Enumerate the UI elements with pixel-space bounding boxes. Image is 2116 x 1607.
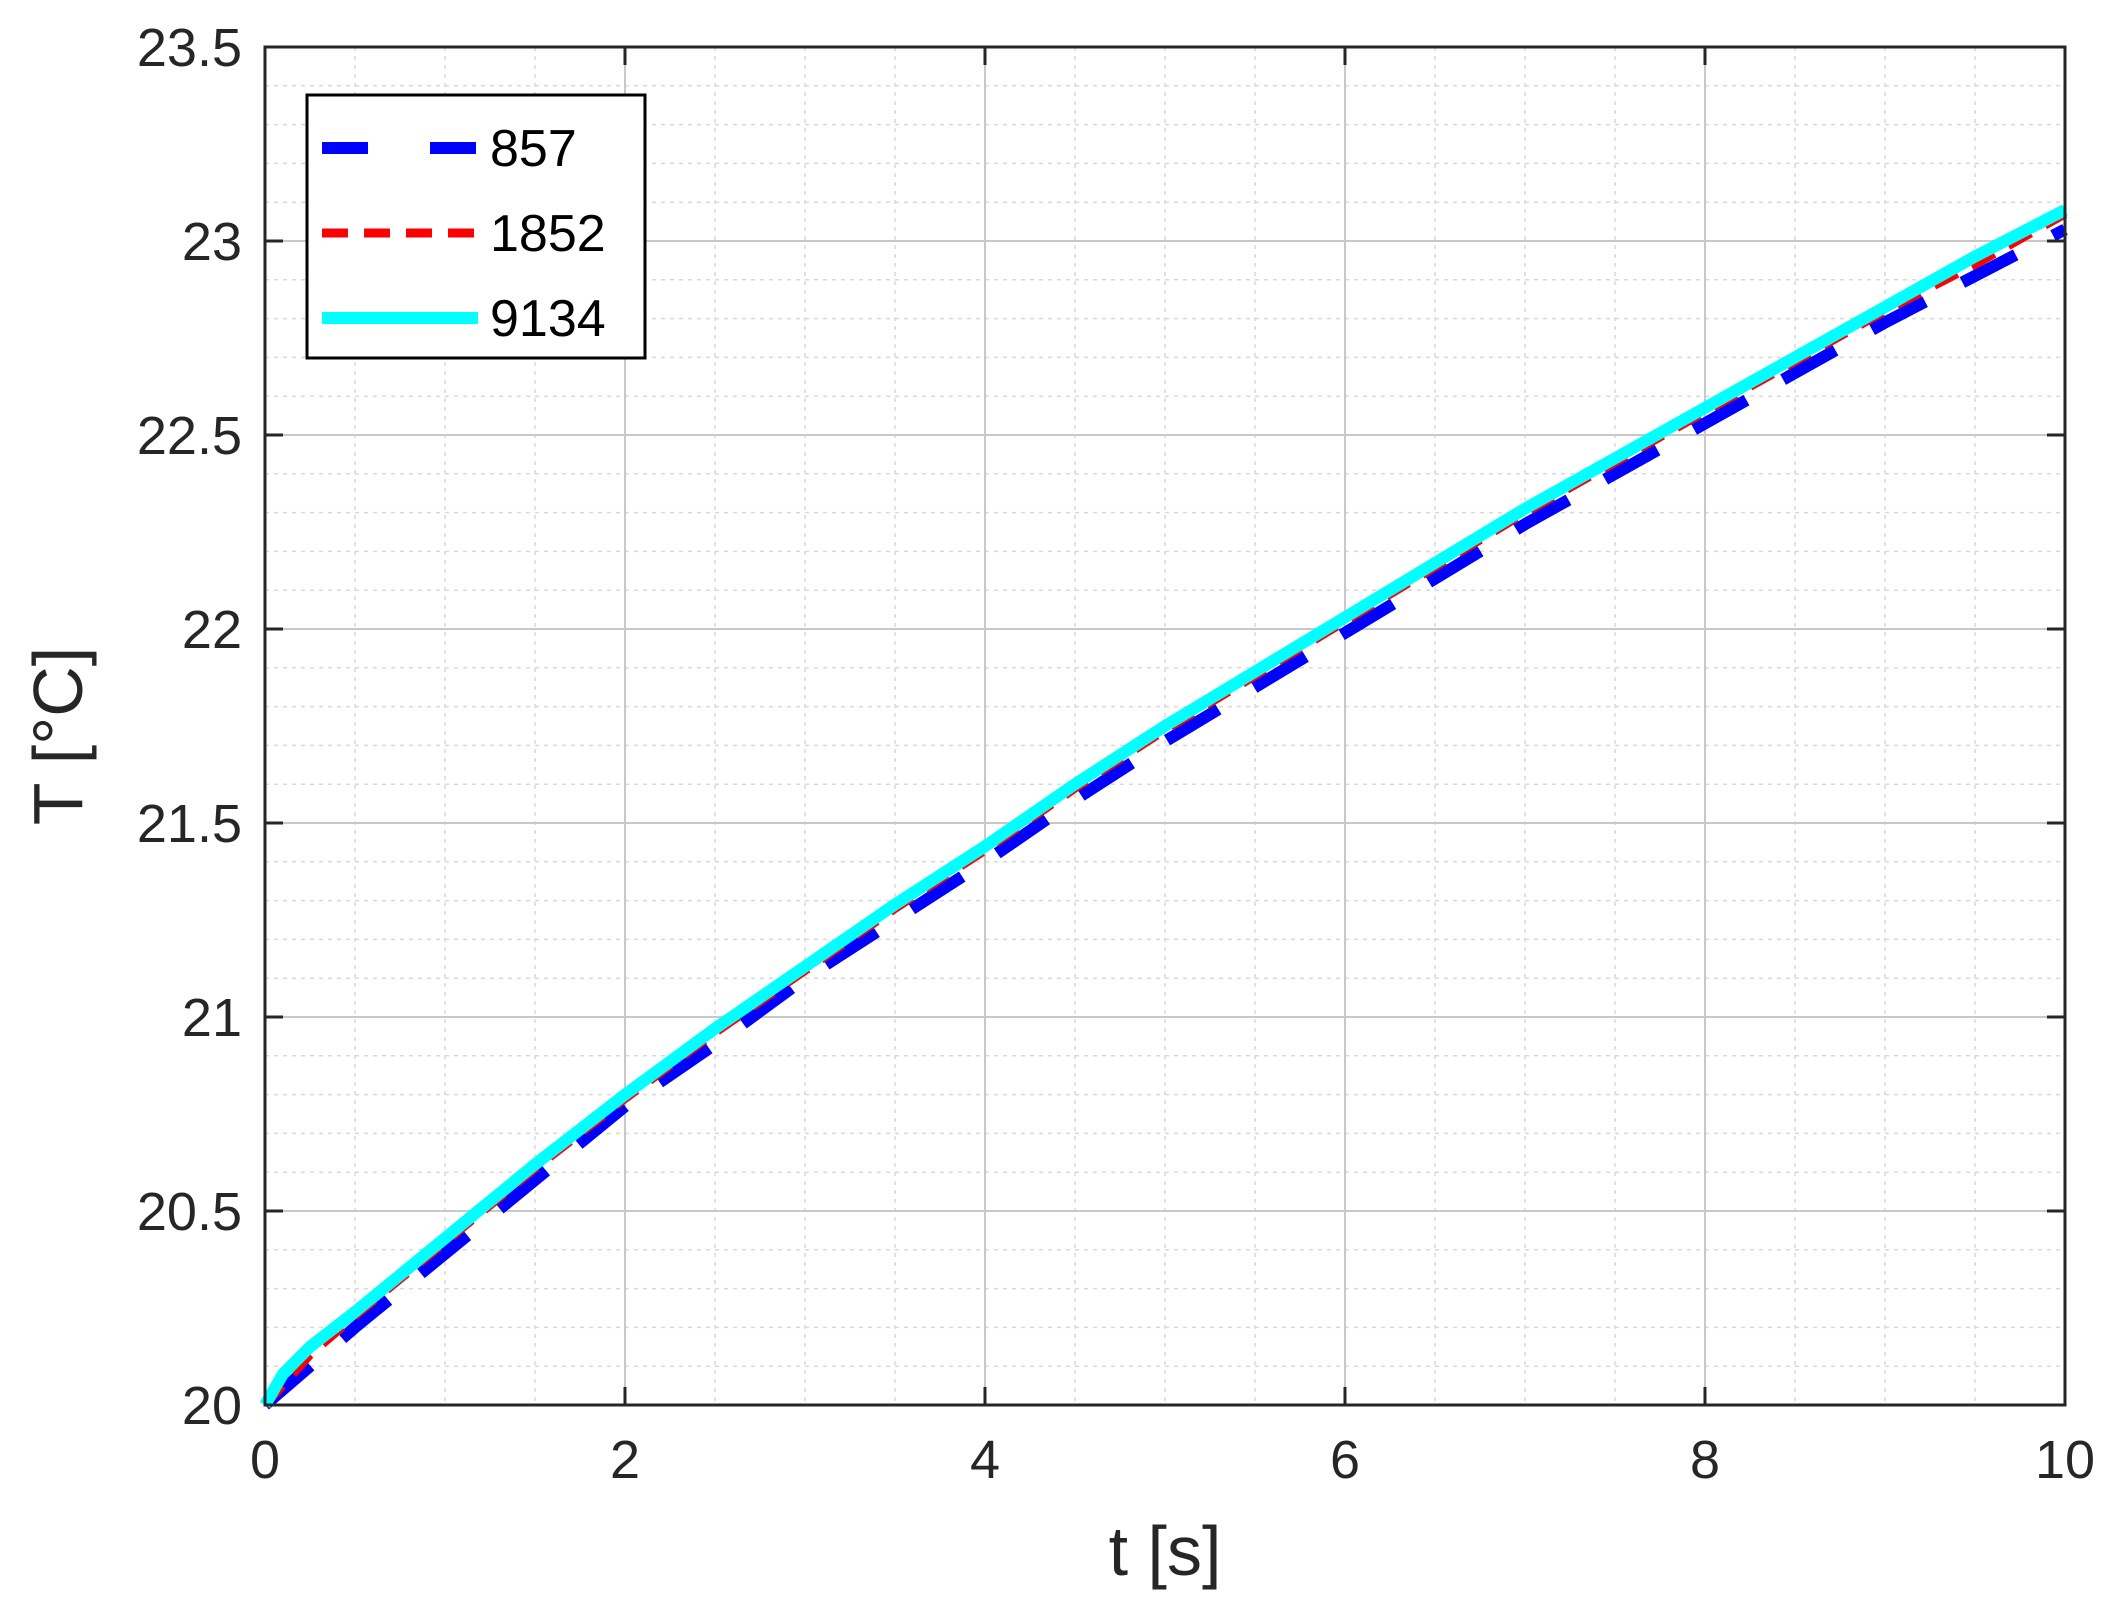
series-layer (259, 204, 2068, 1410)
x-tick-labels: 0 2 4 6 8 10 (250, 1430, 2095, 1490)
legend-entry-1852: 1852 (322, 205, 606, 263)
y-tick-label: 23 (182, 212, 242, 272)
series-line-9134 (259, 204, 2068, 1409)
x-tick-label: 2 (610, 1430, 640, 1490)
y-tick-label: 22 (182, 600, 242, 660)
y-tick-labels: 20 20.5 21 21.5 22 22.5 23 23.5 (137, 18, 242, 1436)
x-tick-label: 8 (1690, 1430, 1720, 1490)
y-tick-label: 21.5 (137, 794, 242, 854)
legend-label-9134: 9134 (490, 290, 606, 348)
x-axis-label: t [s] (1109, 1512, 1222, 1590)
y-tick-label: 20.5 (137, 1182, 242, 1242)
legend-entry-9134: 9134 (322, 290, 606, 348)
y-axis-label: T [°C] (19, 647, 97, 825)
legend: 857 1852 9134 (305, 93, 647, 360)
plot-area-frame (263, 45, 2067, 1407)
legend-label-1852: 1852 (490, 205, 606, 263)
legend-label-857: 857 (490, 120, 577, 178)
x-tick-label: 4 (970, 1430, 1000, 1490)
x-tick-label: 0 (250, 1430, 280, 1490)
y-tick-label: 20 (182, 1376, 242, 1436)
x-tick-label: 6 (1330, 1430, 1360, 1490)
y-tick-label: 22.5 (137, 406, 242, 466)
y-tick-label: 23.5 (137, 18, 242, 78)
x-tick-label: 10 (2035, 1430, 2095, 1490)
legend-entry-857: 857 (322, 120, 577, 178)
y-tick-label: 21 (182, 988, 242, 1048)
